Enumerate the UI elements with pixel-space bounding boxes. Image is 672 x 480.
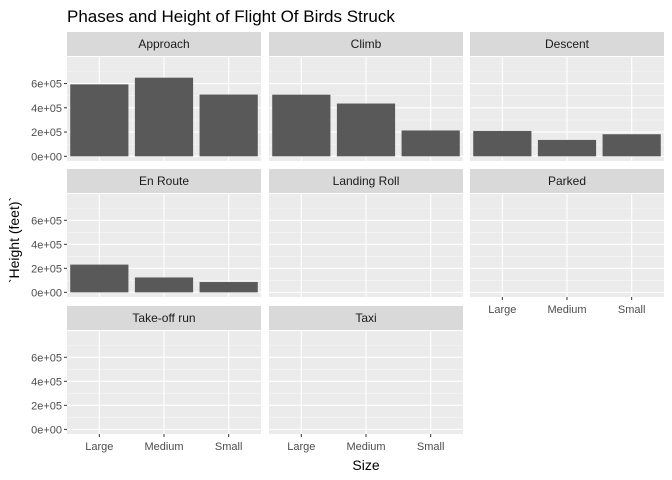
bar-en-route-medium xyxy=(134,277,194,293)
bar-descent-medium xyxy=(537,139,597,157)
y-tick-label: 2e+05 xyxy=(31,127,62,139)
y-tick-label: 6e+05 xyxy=(31,352,62,364)
bar-approach-small xyxy=(199,94,258,157)
y-tick-label: 6e+05 xyxy=(31,215,62,227)
facet-strip xyxy=(67,169,261,193)
bar-descent-small xyxy=(602,134,661,157)
bar-climb-small xyxy=(401,130,460,157)
facet-strip-label: Approach xyxy=(138,37,189,51)
bar-en-route-small xyxy=(199,282,258,293)
facet-strip xyxy=(470,169,664,193)
x-tick-label: Large xyxy=(488,304,516,316)
facet-take-off-run: Take-off run 0e+00 2e+05 4e+05 6e+05 Large Med… xyxy=(31,306,261,453)
bar-climb-medium xyxy=(336,103,396,157)
facet-strip xyxy=(269,306,463,330)
bar-en-route-large xyxy=(70,264,129,293)
y-tick-label: 2e+05 xyxy=(31,263,62,275)
facet-strip-label: Take-off run xyxy=(132,311,195,325)
y-tick-label: 2e+05 xyxy=(31,400,62,412)
facet-taxi: Taxi Large Medium Small xyxy=(269,306,463,453)
facet-strip-label: Climb xyxy=(351,37,382,51)
facet-strip xyxy=(67,32,261,56)
facet-strip xyxy=(470,32,664,56)
y-axis-title: `Height (feet)` xyxy=(6,197,22,283)
x-tick-label: Small xyxy=(417,441,445,453)
y-tick-label: 4e+05 xyxy=(31,376,62,388)
x-tick-label: Medium xyxy=(346,441,385,453)
facet-descent: Descent xyxy=(470,32,664,161)
facet-strip-label: Parked xyxy=(548,174,586,188)
facet-parked: Parked Large Medium Small xyxy=(470,169,664,316)
chart-title: Phases and Height of Flight Of Birds Str… xyxy=(67,7,395,26)
facet-landing-roll: Landing Roll xyxy=(269,169,463,297)
bar-descent-large xyxy=(473,130,532,157)
y-tick-label: 4e+05 xyxy=(31,239,62,251)
facet-en-route: En Route 0e+00 2e+05 4e+05 6e+05 xyxy=(31,169,261,299)
facet-panels: Approach 0e+00 2e+05 4e+05 6e+05 Climb Descent… xyxy=(31,32,664,453)
x-tick-label: Small xyxy=(618,304,646,316)
x-tick-label: Medium xyxy=(144,441,183,453)
y-tick-label: 6e+05 xyxy=(31,79,62,91)
facet-strip xyxy=(269,169,463,193)
facet-strip xyxy=(269,32,463,56)
x-axis-title: Size xyxy=(352,457,379,473)
facet-climb: Climb xyxy=(269,32,463,161)
y-tick-label: 4e+05 xyxy=(31,103,62,115)
bar-approach-medium xyxy=(134,77,194,157)
y-tick-label: 0e+00 xyxy=(31,151,62,163)
y-tick-label: 0e+00 xyxy=(31,424,62,436)
facet-strip-label: Taxi xyxy=(355,311,376,325)
x-tick-label: Large xyxy=(85,441,113,453)
facet-approach: Approach 0e+00 2e+05 4e+05 6e+05 xyxy=(31,32,261,163)
x-tick-label: Small xyxy=(215,441,243,453)
bar-approach-large xyxy=(70,84,129,157)
x-tick-label: Medium xyxy=(547,304,586,316)
facet-strip xyxy=(67,306,261,330)
facet-strip-label: En Route xyxy=(139,174,189,188)
bar-climb-large xyxy=(272,94,331,157)
x-tick-label: Large xyxy=(287,441,315,453)
y-tick-label: 0e+00 xyxy=(31,287,62,299)
facet-strip-label: Landing Roll xyxy=(333,174,400,188)
facet-strip-label: Descent xyxy=(545,37,590,51)
